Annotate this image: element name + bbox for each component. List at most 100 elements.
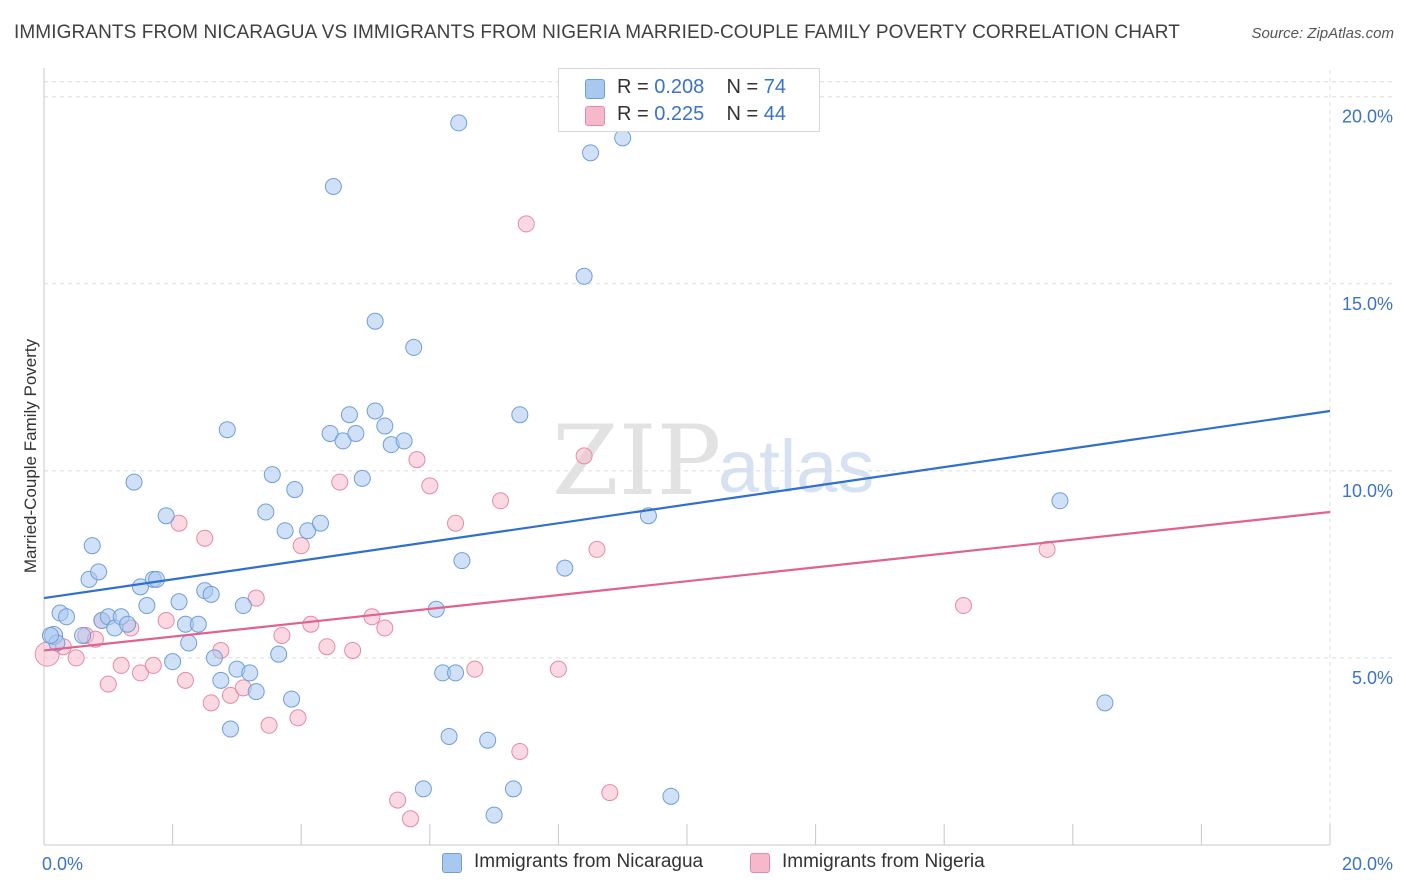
nicaragua-point <box>614 129 632 147</box>
nicaragua-point <box>90 563 108 581</box>
nicaragua-point <box>321 424 339 442</box>
nicaragua-point <box>405 338 423 356</box>
nicaragua-point <box>575 267 593 285</box>
nicaragua-point <box>202 585 220 603</box>
nicaragua-point <box>164 653 182 671</box>
nigeria-point <box>67 649 85 667</box>
nigeria-point <box>170 514 188 532</box>
nicaragua-point <box>324 178 342 196</box>
y-tick-label: 20.0% <box>1342 107 1393 127</box>
nicaragua-point <box>119 615 137 633</box>
series-nicaragua-points <box>41 114 1114 824</box>
tick-labels: 5.0% 10.0% 15.0% 20.0% 0.0% 20.0% <box>42 107 1393 874</box>
chart-title: IMMIGRANTS FROM NICARAGUA VS IMMIGRANTS … <box>14 22 1180 43</box>
nicaragua-trend-line <box>43 409 1331 600</box>
nigeria-point <box>331 473 349 491</box>
nigeria-point <box>376 619 394 637</box>
correlation-legend: R = 0.208 N = 74 R = 0.225 N = 44 <box>558 68 820 132</box>
nicaragua-point <box>366 402 384 420</box>
nicaragua-point <box>257 503 275 521</box>
nigeria-point <box>144 656 162 674</box>
nigeria-point <box>318 638 336 656</box>
y-tick-label: 10.0% <box>1342 481 1393 501</box>
nigeria-point <box>421 477 439 495</box>
nicaragua-point <box>511 406 529 424</box>
nicaragua-point <box>347 424 365 442</box>
bottom-legend-label-nicaragua: Immigrants from Nicaragua <box>474 851 704 872</box>
bottom-legend-swatch-nigeria <box>750 853 770 873</box>
nicaragua-point <box>450 114 468 132</box>
nigeria-trend-line <box>43 510 1331 652</box>
legend-n-label: N = <box>726 76 759 98</box>
nigeria-point <box>511 742 529 760</box>
legend-r-label: R = <box>617 103 649 125</box>
nigeria-point <box>954 597 972 615</box>
nigeria-point <box>588 540 606 558</box>
nicaragua-point <box>453 552 471 570</box>
legend-swatch-nicaragua <box>585 79 605 99</box>
nicaragua-point <box>582 144 600 162</box>
nigeria-point <box>517 215 535 233</box>
nigeria-point <box>196 529 214 547</box>
nigeria-point <box>112 656 130 674</box>
nicaragua-point <box>170 593 188 611</box>
bottom-legend-label-nigeria: Immigrants from Nigeria <box>782 851 985 872</box>
nicaragua-point <box>340 406 358 424</box>
nicaragua-point <box>125 473 143 491</box>
nicaragua-point <box>353 469 371 487</box>
legend-n-value: 44 <box>763 103 787 125</box>
y-axis-label: Married-Couple Family Poverty <box>21 338 40 573</box>
nigeria-point <box>292 537 310 555</box>
nicaragua-point <box>83 537 101 555</box>
nicaragua-point <box>504 780 522 798</box>
nicaragua-point <box>41 626 59 644</box>
nicaragua-point <box>270 645 288 663</box>
axes <box>43 68 1331 846</box>
nicaragua-point <box>58 608 76 626</box>
nicaragua-point <box>221 720 239 738</box>
legend-text-nigeria: R = 0.225 N = 44 <box>617 103 786 126</box>
watermark: ZIP atlas <box>552 405 874 517</box>
nicaragua-point <box>286 481 304 499</box>
legend-text-nicaragua: R = 0.208 N = 74 <box>617 76 786 99</box>
watermark-atlas: atlas <box>718 425 874 508</box>
nigeria-point <box>402 810 420 828</box>
nicaragua-point <box>247 683 265 701</box>
nicaragua-point <box>212 671 230 689</box>
nicaragua-point <box>276 522 294 540</box>
bottom-legend-swatch-nicaragua <box>442 853 462 873</box>
nicaragua-point <box>376 417 394 435</box>
nicaragua-point <box>138 597 156 615</box>
y-tick-label: 15.0% <box>1342 294 1393 314</box>
nigeria-point <box>273 626 291 644</box>
nigeria-point <box>289 709 307 727</box>
y-tick-label: 5.0% <box>1352 668 1393 688</box>
nicaragua-point <box>414 780 432 798</box>
legend-r-value: 0.208 <box>654 76 705 98</box>
nicaragua-point <box>440 727 458 745</box>
nigeria-point <box>344 641 362 659</box>
x-tick-label: 20.0% <box>1342 854 1393 874</box>
nicaragua-point <box>556 559 574 577</box>
nigeria-point <box>302 615 320 633</box>
nicaragua-point <box>299 522 317 540</box>
nicaragua-point <box>234 597 252 615</box>
nicaragua-point <box>205 649 223 667</box>
nigeria-point <box>601 784 619 802</box>
nigeria-point <box>202 694 220 712</box>
nicaragua-point <box>218 421 236 439</box>
nigeria-point <box>575 447 593 465</box>
nigeria-point <box>99 675 117 693</box>
nigeria-point <box>466 660 484 678</box>
nigeria-point <box>408 451 426 469</box>
nigeria-point <box>247 589 265 607</box>
nigeria-point <box>131 664 149 682</box>
nicaragua-point <box>662 787 680 805</box>
nicaragua-point <box>180 634 198 652</box>
nicaragua-point <box>74 626 92 644</box>
nicaragua-point <box>485 806 503 824</box>
nicaragua-point <box>283 690 301 708</box>
nicaragua-point <box>1096 694 1114 712</box>
nicaragua-point <box>447 664 465 682</box>
